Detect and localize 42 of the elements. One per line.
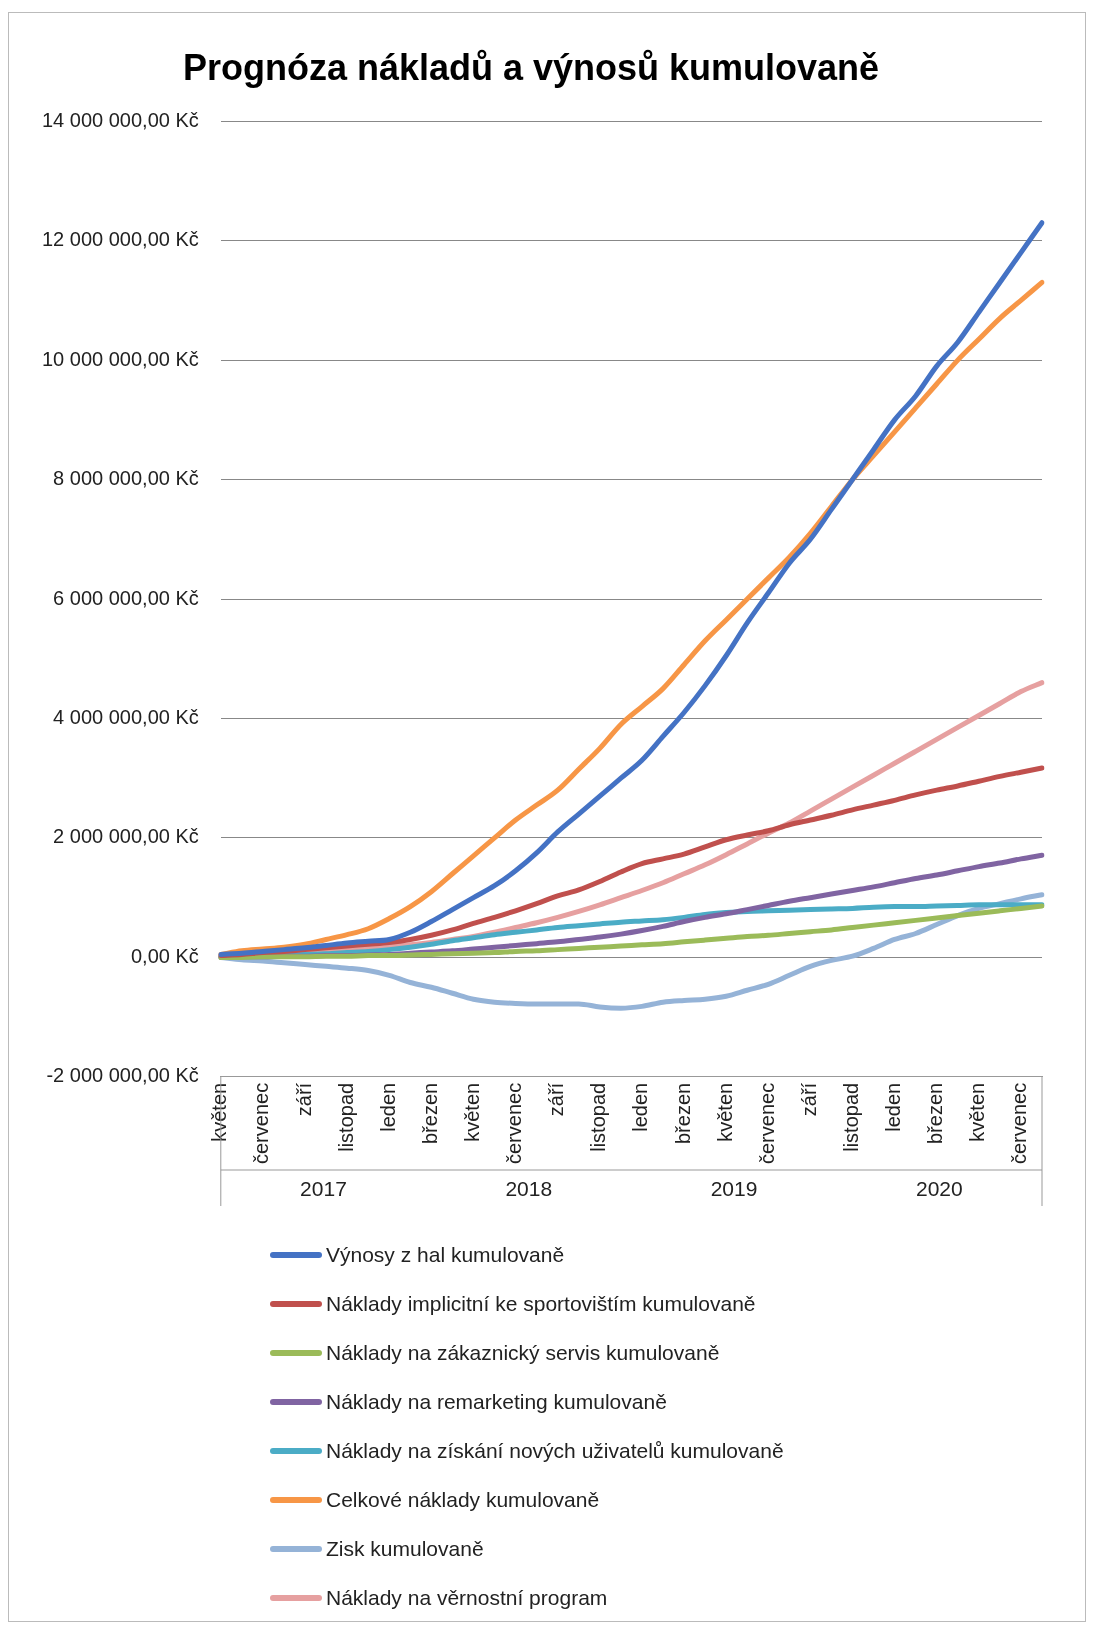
legend-label: Náklady na věrnostní program	[326, 1585, 608, 1610]
legend-label: Náklady na remarketing kumulovaně	[326, 1389, 667, 1414]
x-tick-label: leden	[882, 1082, 905, 1132]
x-tick-label: listopad	[587, 1082, 610, 1152]
y-tick-label: 2 000 000,00 Kč	[53, 825, 199, 848]
x-tick-label: červenec	[1008, 1082, 1031, 1164]
legend-label: Výnosy z hal kumulovaně	[326, 1242, 565, 1267]
y-tick-label: 6 000 000,00 Kč	[53, 586, 199, 609]
y-tick-label: 12 000 000,00 Kč	[42, 228, 199, 251]
x-tick-label: březen	[924, 1082, 947, 1144]
text: 2019	[710, 1176, 758, 1200]
x-tick-label: květen	[460, 1082, 483, 1142]
text: 2018	[505, 1176, 553, 1200]
legend-label: Náklady implicitní ke sportovištím kumulovaně	[326, 1291, 756, 1316]
x-tick-label: listopad	[840, 1082, 863, 1152]
x-tick-label: listopad	[334, 1082, 357, 1152]
x-tick-label: září	[545, 1082, 568, 1117]
x-tick-label: červenec	[755, 1082, 778, 1164]
x-tick-label: září	[797, 1082, 820, 1117]
x-tick-label: leden	[629, 1082, 652, 1132]
y-tick-label: -2 000 000,00 Kč	[46, 1064, 199, 1087]
x-tick-label: březen	[671, 1082, 694, 1144]
x-tick-label: červenec	[503, 1082, 526, 1164]
text: 2017	[300, 1176, 347, 1200]
x-tick-label: leden	[376, 1082, 399, 1132]
chart-title: Prognóza nákladů a výnosů kumulovaně	[182, 46, 880, 88]
legend-label: Náklady na zákaznický servis kumulovaně	[326, 1340, 720, 1365]
x-tick-label: březen	[418, 1082, 441, 1144]
text: 2020	[915, 1176, 963, 1200]
legend-label: Celkové náklady kumulovaně	[326, 1487, 600, 1512]
x-tick-label: červenec	[250, 1082, 273, 1164]
y-tick-label: 10 000 000,00 Kč	[42, 347, 199, 370]
y-tick-label: 4 000 000,00 Kč	[53, 706, 199, 728]
x-tick-label: květen	[713, 1082, 736, 1142]
legend-label: Zisk kumulovaně	[326, 1536, 484, 1561]
x-tick-label: květen	[966, 1082, 989, 1142]
y-tick-label: 14 000 000,00 Kč	[42, 108, 199, 131]
x-tick-label: květen	[208, 1082, 231, 1142]
y-tick-label: 8 000 000,00 Kč	[53, 467, 199, 490]
y-tick-label: 0,00 Kč	[130, 944, 199, 967]
x-tick-label: září	[292, 1082, 315, 1117]
legend-label: Náklady na získání nových uživatelů kumulovaně	[326, 1438, 784, 1463]
